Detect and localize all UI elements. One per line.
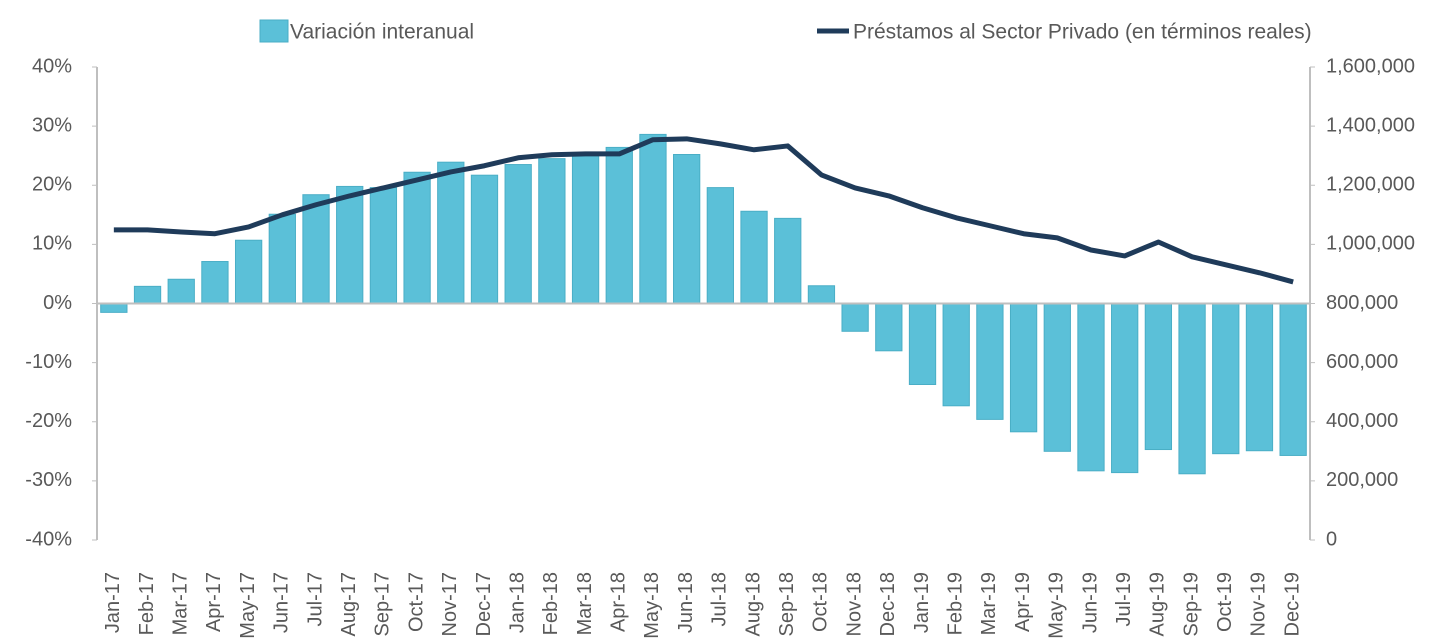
bar	[201, 261, 229, 304]
bar	[1009, 303, 1038, 433]
bar	[1212, 303, 1240, 455]
y2-tick-label: 0	[1326, 528, 1337, 550]
bar	[976, 303, 1004, 420]
bar	[336, 185, 364, 304]
x-tick-label: Sep-19	[1180, 572, 1202, 637]
y-tick-label: -10%	[25, 351, 72, 373]
y-tick-label: -40%	[25, 528, 72, 550]
bar	[673, 154, 701, 304]
legend-label: Préstamos al Sector Privado (en términos…	[853, 21, 1312, 44]
bar	[706, 187, 734, 305]
x-tick-label: Aug-17	[338, 572, 360, 637]
bar	[774, 217, 802, 304]
y-tick-label: 10%	[32, 233, 72, 255]
line	[113, 136, 1294, 285]
bar	[807, 285, 836, 305]
bar	[403, 171, 431, 304]
y-tick-label: 40%	[32, 55, 72, 77]
y-tick-label: 30%	[32, 114, 72, 136]
legend-swatch	[259, 19, 289, 43]
y2-tick-label: 800,000	[1326, 292, 1398, 314]
x-tick-label: Jul-17	[304, 572, 326, 626]
x-tick-label: Apr-17	[203, 572, 225, 632]
x-tick-label: Oct-17	[405, 572, 427, 632]
x-tick-label: Dec-17	[473, 572, 495, 636]
y2-tick-label: 400,000	[1326, 410, 1398, 432]
bar	[1178, 303, 1206, 475]
x-tick-label: Dec-19	[1281, 572, 1303, 636]
bar	[571, 152, 600, 304]
bar	[605, 146, 633, 304]
x-tick-label: Aug-18	[742, 572, 764, 637]
x-tick-label: Jan-19	[911, 572, 933, 633]
bar	[875, 303, 903, 352]
bar	[1111, 303, 1139, 474]
x-tick-label: Feb-19	[944, 572, 966, 635]
bar	[302, 194, 330, 305]
bar	[369, 187, 398, 305]
bar	[1245, 303, 1274, 452]
x-tick-label: Jun-19	[1079, 572, 1101, 633]
x-tick-label: Nov-18	[843, 572, 865, 636]
x-tick-label: Nov-19	[1248, 572, 1270, 636]
bar	[133, 285, 162, 305]
y-tick-label: -30%	[25, 469, 72, 491]
bar	[1279, 303, 1307, 456]
y2-tick-label: 1,200,000	[1326, 174, 1415, 196]
bar	[470, 174, 499, 304]
x-tick-label: Apr-19	[1012, 572, 1034, 632]
x-tick-label: Oct-18	[810, 572, 832, 632]
x-tick-label: May-19	[1046, 572, 1068, 639]
x-tick-label: Mar-18	[574, 572, 596, 635]
x-tick-label: Mar-17	[170, 572, 192, 635]
bar	[234, 239, 263, 304]
bar	[1043, 303, 1071, 452]
x-tick-label: Dec-18	[877, 572, 899, 636]
y-tick-label: -20%	[25, 410, 72, 432]
x-tick-label: Jun-18	[675, 572, 697, 633]
x-tick-label: Jun-17	[271, 572, 293, 633]
bar	[1077, 303, 1105, 472]
x-tick-label: Oct-19	[1214, 572, 1236, 632]
bar	[167, 278, 195, 305]
x-tick-label: Jan-17	[102, 572, 124, 633]
bar	[268, 213, 296, 304]
bar	[908, 303, 937, 386]
bar	[1144, 303, 1173, 451]
bar	[100, 303, 128, 313]
bar	[504, 164, 532, 304]
x-tick-label: Apr-18	[608, 572, 630, 632]
y2-tick-label: 200,000	[1326, 469, 1398, 491]
y2-tick-label: 1,000,000	[1326, 233, 1415, 255]
legend-label: Variación interanual	[290, 21, 474, 44]
y2-tick-label: 1,600,000	[1326, 55, 1415, 77]
x-tick-label: Mar-19	[978, 572, 1000, 635]
x-tick-label: Sep-17	[372, 572, 394, 637]
bar	[942, 303, 970, 407]
x-tick-label: Jul-19	[1113, 572, 1135, 626]
y2-tick-label: 600,000	[1326, 351, 1398, 373]
x-tick-label: Sep-18	[776, 572, 798, 637]
bar	[740, 210, 768, 304]
x-tick-label: Jul-18	[709, 572, 731, 626]
x-tick-label: Feb-17	[136, 572, 158, 635]
x-tick-label: Nov-17	[439, 572, 461, 636]
x-tick-label: May-18	[641, 572, 663, 639]
y-tick-label: 0%	[43, 292, 72, 314]
y2-tick-label: 1,400,000	[1326, 114, 1415, 136]
bar	[639, 133, 667, 304]
y-tick-label: 20%	[32, 174, 72, 196]
bar	[437, 161, 465, 304]
x-tick-label: Jan-18	[506, 572, 528, 633]
x-tick-label: May-17	[237, 572, 259, 639]
bar	[841, 303, 869, 332]
bar	[538, 158, 566, 304]
x-tick-label: Aug-19	[1147, 572, 1169, 637]
x-tick-label: Feb-18	[540, 572, 562, 635]
